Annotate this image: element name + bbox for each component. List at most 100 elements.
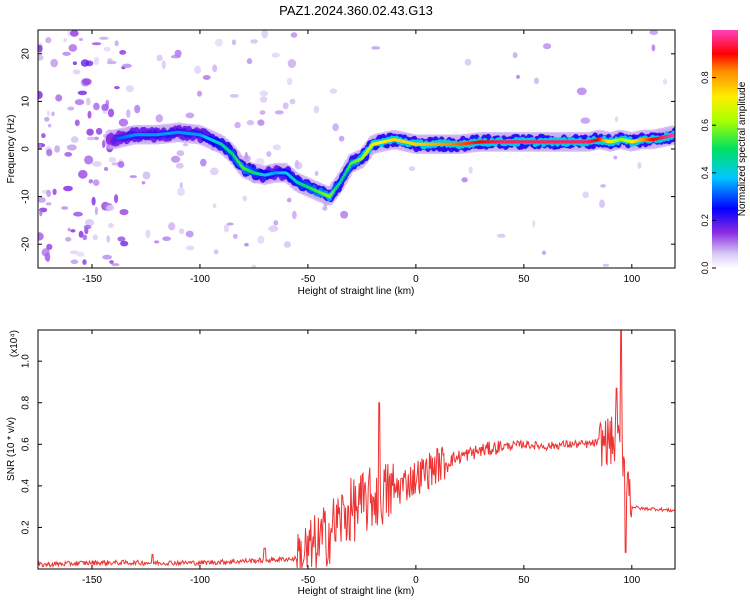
noise-blob — [72, 69, 81, 75]
snr-y-scale-label: (x10⁴) — [9, 330, 20, 357]
x-tick-label: 100 — [623, 274, 640, 285]
noise-blob — [92, 161, 102, 167]
colorbar-tick-label: 0.0 — [700, 262, 710, 275]
noise-blob — [63, 185, 73, 192]
noise-blob — [534, 77, 539, 85]
noise-blob — [234, 121, 241, 129]
ridge-core — [338, 181, 342, 185]
y-tick-label: 0.2 — [21, 520, 32, 534]
noise-blob — [282, 102, 289, 110]
noise-blob — [232, 233, 238, 239]
noise-blob — [178, 228, 185, 235]
noise-blob — [332, 123, 339, 132]
noise-blob — [613, 155, 618, 160]
noise-blob — [290, 32, 298, 38]
noise-blob — [62, 51, 71, 56]
noise-blob — [77, 90, 88, 96]
noise-blob — [251, 264, 257, 268]
noise-blob — [69, 250, 79, 255]
snr-frame — [37, 329, 676, 570]
y-tick-label: -20 — [21, 237, 32, 252]
noise-blob — [38, 143, 42, 150]
noise-blob — [99, 36, 109, 40]
x-tick-label: 50 — [518, 575, 530, 586]
noise-blob — [662, 78, 668, 85]
noise-blob — [185, 112, 195, 119]
noise-blob — [464, 58, 472, 66]
x-tick-label: 100 — [623, 575, 640, 586]
noise-blob — [106, 205, 115, 211]
noise-blob — [156, 54, 163, 62]
noise-blob — [261, 30, 269, 39]
ridge-core — [671, 133, 675, 137]
noise-blob — [94, 206, 98, 216]
ridge-core — [343, 173, 347, 177]
noise-blob — [66, 144, 77, 151]
noise-blob — [117, 161, 125, 168]
noise-blob — [119, 50, 127, 55]
noise-blob — [86, 128, 94, 136]
noise-blob — [38, 54, 44, 61]
noise-blob — [95, 127, 103, 135]
noise-blob — [168, 222, 176, 231]
noise-blob — [338, 135, 345, 142]
y-tick-label: 1.0 — [21, 354, 32, 368]
noise-blob — [155, 114, 163, 123]
noise-blob — [602, 263, 610, 267]
noise-blob — [273, 220, 279, 226]
noise-blob — [461, 177, 468, 183]
noise-blob — [74, 99, 85, 106]
x-tick-label: -150 — [82, 274, 102, 285]
noise-blob — [614, 116, 619, 123]
noise-blob — [289, 98, 296, 105]
noise-blob — [600, 184, 606, 188]
ridge-core — [344, 170, 348, 174]
noise-blob — [126, 109, 131, 118]
noise-blob — [322, 206, 328, 211]
noise-blob — [91, 196, 96, 206]
noise-blob — [103, 46, 111, 52]
noise-blob — [122, 63, 132, 68]
noise-blob — [107, 58, 113, 62]
spectrogram-x-ticks: -150 -100 -50 0 50 100 — [82, 30, 641, 285]
noise-blob — [78, 230, 84, 238]
noise-blob — [82, 78, 92, 86]
noise-blob — [541, 250, 547, 255]
noise-blob — [259, 90, 269, 97]
noise-blob — [292, 210, 297, 220]
noise-blob — [512, 52, 518, 59]
noise-blob — [88, 179, 94, 184]
y-tick-label: 0 — [21, 146, 32, 152]
colorbar-tick-label: 0.6 — [700, 119, 710, 132]
x-tick-label: 0 — [413, 575, 419, 586]
noise-blob — [86, 97, 91, 106]
noise-blob — [286, 77, 293, 86]
noise-blob — [119, 209, 129, 216]
noise-blob — [70, 229, 76, 233]
noise-blob — [108, 223, 114, 228]
noise-blob — [72, 61, 77, 65]
noise-blob — [543, 43, 552, 50]
noise-blob — [51, 111, 55, 117]
noise-blob — [213, 249, 219, 255]
noise-blob — [87, 110, 92, 119]
noise-blob — [200, 158, 207, 167]
noise-blob — [118, 118, 129, 127]
noise-blob — [117, 236, 126, 242]
noise-blob — [91, 42, 102, 46]
ridge-core — [347, 165, 351, 169]
noise-blob — [108, 157, 117, 163]
noise-blob — [651, 44, 656, 52]
chart-title: PAZ1.2024.360.02.43.G13 — [279, 3, 433, 18]
noise-blob — [294, 159, 299, 168]
noise-blob — [194, 65, 202, 75]
noise-blob — [107, 108, 115, 118]
noise-blob — [246, 119, 255, 126]
snr-x-ticks: -150 -100 -50 0 50 100 — [82, 330, 641, 586]
noise-blob — [162, 236, 171, 241]
noise-blob — [67, 106, 75, 111]
noise-blob — [244, 151, 248, 160]
noise-blob — [259, 110, 266, 115]
noise-blob — [47, 123, 52, 128]
